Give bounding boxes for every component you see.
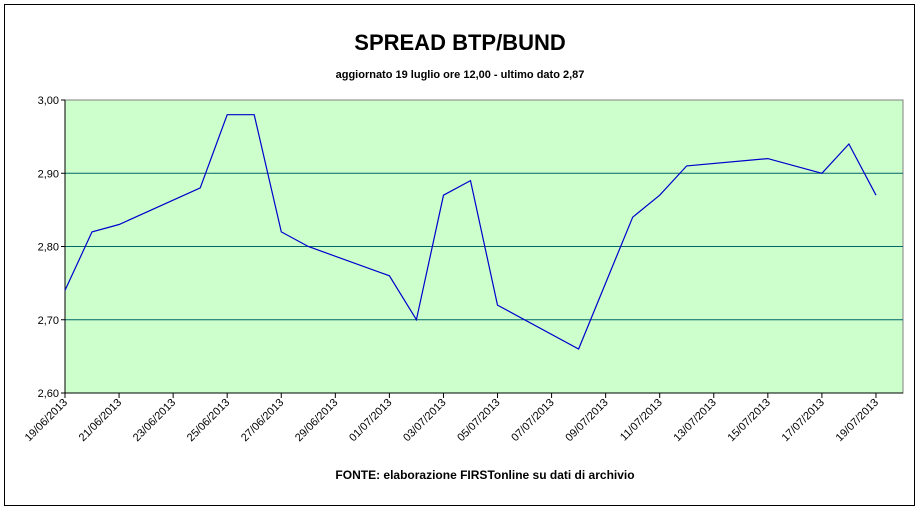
y-tick-label: 2,70 <box>38 315 59 327</box>
y-tick-label: 2,80 <box>38 242 59 254</box>
data-line <box>64 114 877 350</box>
chart-title: SPREAD BTP/BUND <box>354 30 565 55</box>
chart-subtitle: aggiornato 19 luglio ore 12,00 - ultimo … <box>336 69 585 81</box>
y-tick-label: 2,60 <box>38 388 59 400</box>
source-note: FONTE: elaborazione FIRSTonline su dati … <box>335 468 634 482</box>
y-tick-label: 3,00 <box>38 95 59 107</box>
y-tick-label: 2,90 <box>38 168 59 180</box>
